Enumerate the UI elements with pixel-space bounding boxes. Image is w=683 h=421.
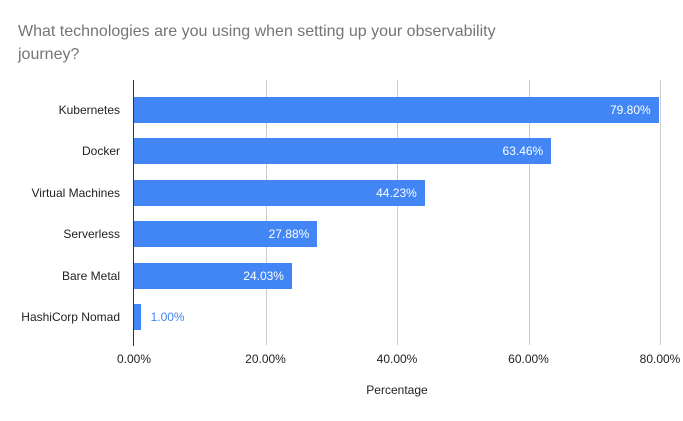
bar-row: 63.46%	[134, 131, 660, 173]
bar-row: 1.00%	[134, 297, 660, 339]
bar: 24.03%	[134, 262, 292, 289]
bar-value-label: 1.00%	[150, 310, 185, 325]
x-tick-label: 60.00%	[508, 352, 549, 366]
bar: 44.23%	[134, 179, 425, 206]
category-label: Virtual Machines	[31, 185, 121, 200]
category-label: HashiCorp Nomad	[21, 310, 120, 325]
x-tick-label: 0.00%	[116, 352, 152, 366]
bar: 63.46%	[134, 138, 552, 165]
category-axis: Kubernetes Docker Virtual Machines Serverle…	[0, 82, 127, 345]
x-axis-title: Percentage	[366, 383, 428, 397]
bar-row: 27.88%	[134, 214, 660, 256]
bar-value-label: 24.03%	[243, 268, 284, 283]
bar-value-label: 79.80%	[609, 102, 651, 117]
chart-title-line2: journey?	[18, 46, 80, 63]
x-tick-label: 20.00%	[245, 352, 286, 366]
gridline	[397, 80, 398, 345]
bar-value-label: 63.46%	[502, 144, 544, 159]
bar-row: 24.03%	[134, 255, 660, 297]
category-label: Bare Metal	[61, 268, 120, 283]
gridline	[265, 80, 267, 345]
category-label: Serverless	[63, 227, 120, 242]
bar: 79.80%	[134, 96, 659, 123]
y-axis-line	[133, 80, 134, 346]
bar-rows: 79.80% 63.46% 44.23% 27.88% 24.03% 1.00%	[134, 82, 660, 345]
plot-area: 79.80% 63.46% 44.23% 27.88% 24.03% 1.00%	[134, 80, 661, 345]
chart-title-line1: What technologies are you using when set…	[18, 23, 496, 40]
bar	[134, 304, 141, 331]
category-label: Docker	[81, 144, 120, 159]
bar-value-label: 44.23%	[376, 185, 417, 200]
bar-row: 44.23%	[134, 172, 660, 214]
bar-value-label: 27.88%	[268, 227, 310, 242]
gridline	[660, 80, 661, 345]
chart-title: What technologies are you using when set…	[18, 20, 648, 66]
bar: 27.88%	[134, 221, 318, 248]
x-tick-label: 40.00%	[376, 352, 418, 366]
x-tick-label: 80.00%	[639, 352, 681, 366]
gridline	[528, 80, 530, 345]
category-label: Kubernetes	[58, 102, 120, 117]
bar-row: 79.80%	[134, 89, 660, 131]
